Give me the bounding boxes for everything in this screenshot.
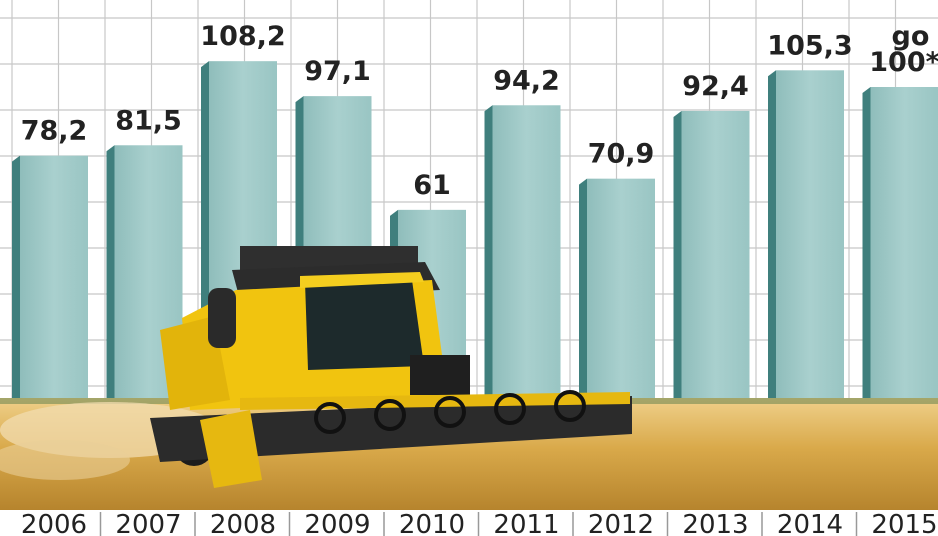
bar-2013 <box>681 110 750 412</box>
value-label-2014: 105,3 <box>767 30 852 61</box>
value-label-2008: 108,2 <box>200 21 285 52</box>
x-tick-label-2011: 2011 <box>493 510 559 536</box>
x-tick-label-2009: 2009 <box>304 510 370 536</box>
value-label-2013: 92,4 <box>682 71 749 102</box>
x-tick-label-2013: 2013 <box>682 510 748 536</box>
x-tick-label-2008: 2008 <box>210 510 276 536</box>
combine-harvester-photo <box>150 246 632 488</box>
bar-side-2013 <box>673 110 682 412</box>
value-labels-layer: 78,2 81,5 108,2 97,1 61 94,2 70,9 92,4 105,3 100*… <box>21 21 938 201</box>
harvester-cab-roof <box>300 272 424 288</box>
bar-2015 <box>870 87 938 412</box>
harvester-cab-window <box>305 280 424 370</box>
bar-side-2015 <box>862 87 871 412</box>
bar-2011 <box>492 105 561 413</box>
harvester-engine <box>410 355 470 395</box>
wheat-field-photo <box>0 398 938 510</box>
x-tick-label-2007: 2007 <box>115 510 181 536</box>
harvester-divider <box>200 410 262 488</box>
value-label-2007: 81,5 <box>115 105 182 136</box>
value-label-2015: 100* <box>869 47 938 78</box>
bar-side-2007 <box>106 145 115 412</box>
value-label-2011: 94,2 <box>493 65 560 96</box>
x-tick-label-2010: 2010 <box>399 510 465 536</box>
harvester-reel-wheel <box>314 402 346 434</box>
bar-side-2006 <box>12 155 20 413</box>
bar-side-2011 <box>484 105 493 413</box>
bar-2006 <box>20 155 88 413</box>
bar-side-2012 <box>579 178 587 412</box>
x-axis-band <box>0 510 938 536</box>
value-label-2006: 78,2 <box>21 116 88 147</box>
harvester-tank <box>208 288 236 348</box>
bar-2012 <box>587 178 655 412</box>
x-tick-label-2015: 2015 <box>871 510 937 536</box>
x-tick-label-2014: 2014 <box>777 510 843 536</box>
harvester-reel-wheel <box>494 393 526 425</box>
value-label-2009: 97,1 <box>304 56 371 87</box>
x-axis-labels-layer: 2006 2007 2008 2009 2010 2011 2012 2013 2014 2015 <box>0 510 938 536</box>
harvester-reel-wheel <box>374 399 406 431</box>
harvester-reel-wheel <box>434 396 466 428</box>
x-tick-label-2006: 2006 <box>21 510 87 536</box>
value-label-2012: 70,9 <box>588 139 655 170</box>
harvester-reel-wheel <box>554 390 586 422</box>
bar-2014 <box>776 70 844 413</box>
bar-side-2014 <box>768 70 776 413</box>
value-label-2010: 61 <box>413 170 451 201</box>
x-tick-label-2012: 2012 <box>588 510 654 536</box>
dust-cloud <box>0 440 130 480</box>
value-prefix-2015: go <box>892 21 930 52</box>
